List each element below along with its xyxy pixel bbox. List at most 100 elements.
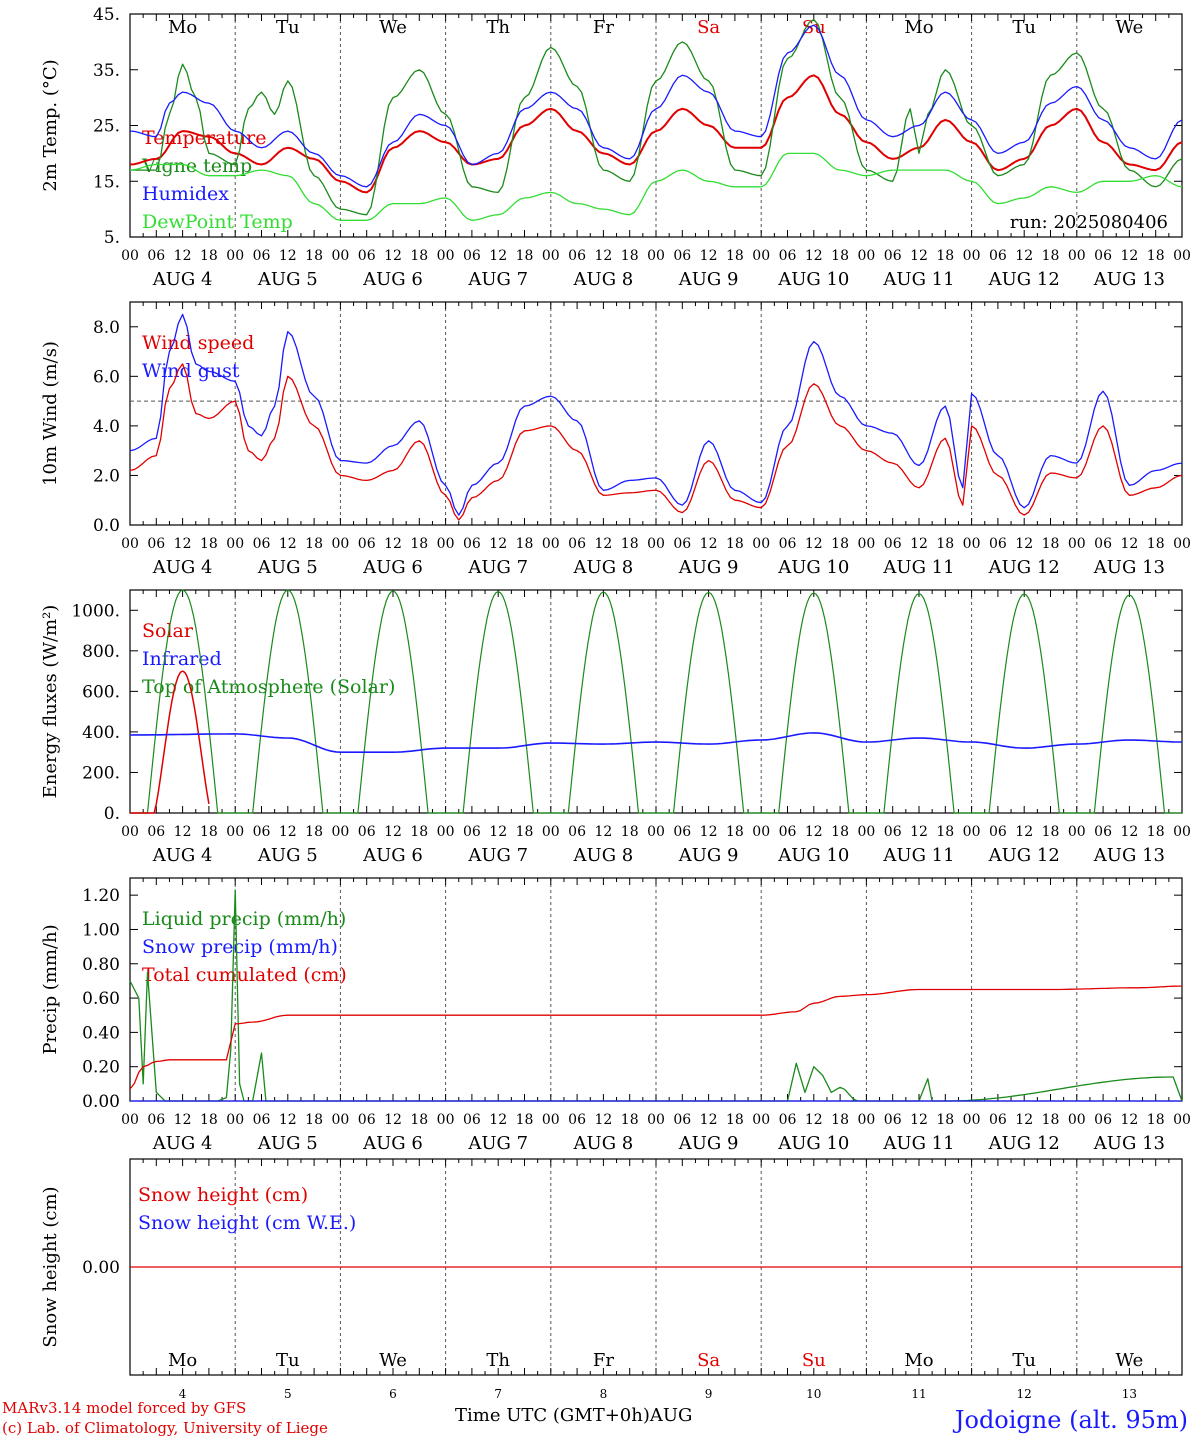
hour-tick-label: 12 (805, 536, 823, 552)
hour-tick-label: 12 (489, 1112, 507, 1128)
weekday-label: Tu (276, 1350, 300, 1371)
date-label: AUG 5 (257, 269, 318, 290)
hour-tick-label: 12 (384, 824, 402, 840)
hour-tick-label: 00 (121, 1112, 139, 1128)
hour-tick-label: 06 (358, 824, 376, 840)
date-label: AUG 9 (678, 845, 739, 866)
hour-tick-label: 18 (1042, 824, 1060, 840)
hour-tick-label: 00 (331, 824, 349, 840)
legend-entry: Snow height (cm W.E.) (138, 1212, 356, 1234)
y-tick-label: 0. (104, 804, 120, 824)
hour-tick-label: 06 (358, 536, 376, 552)
hour-tick-label: 06 (989, 1112, 1007, 1128)
date-label: AUG 5 (257, 1133, 318, 1154)
day-number: 11 (911, 1387, 926, 1401)
hour-tick-label: 12 (279, 1112, 297, 1128)
hour-tick-label: 00 (121, 248, 139, 264)
hour-tick-label: 06 (673, 824, 691, 840)
hour-tick-label: 18 (1147, 248, 1165, 264)
hour-tick-label: 00 (121, 536, 139, 552)
weekday-label: Mo (904, 17, 933, 38)
hour-tick-label: 06 (568, 536, 586, 552)
hour-tick-label: 06 (253, 248, 271, 264)
hour-tick-label: 18 (200, 536, 218, 552)
date-label: AUG 13 (1093, 557, 1165, 578)
date-label: AUG 5 (257, 557, 318, 578)
day-number: 5 (284, 1387, 292, 1401)
hour-tick-label: 00 (437, 1112, 455, 1128)
hour-tick-label: 06 (463, 536, 481, 552)
date-label: AUG 4 (152, 845, 213, 866)
weekday-label: We (1116, 1350, 1144, 1371)
day-number: 4 (179, 1387, 187, 1401)
hour-tick-label: 18 (410, 248, 428, 264)
hour-tick-label: 18 (621, 1112, 639, 1128)
weekday-label: Mo (904, 1350, 933, 1371)
hour-tick-label: 06 (779, 248, 797, 264)
hour-tick-label: 06 (779, 1112, 797, 1128)
hour-tick-label: 12 (910, 536, 928, 552)
date-label: AUG 12 (988, 557, 1060, 578)
hour-tick-label: 12 (279, 536, 297, 552)
hour-tick-label: 12 (489, 536, 507, 552)
series-line (129, 985, 1182, 1090)
date-label: AUG 11 (882, 1133, 954, 1154)
y-tick-label: 25. (93, 117, 120, 137)
y-tick-label: 1000. (71, 601, 120, 621)
hour-tick-label: 06 (147, 1112, 165, 1128)
hour-tick-label: 18 (621, 824, 639, 840)
hour-tick-label: 18 (726, 1112, 744, 1128)
panel-frame (129, 13, 1183, 238)
hour-tick-label: 00 (857, 824, 875, 840)
date-label: AUG 12 (988, 1133, 1060, 1154)
weekday-label: Tu (1012, 1350, 1036, 1371)
hour-tick-label: 06 (1094, 1112, 1112, 1128)
day-number: 8 (600, 1387, 608, 1401)
x-axis-title: Time UTC (GMT+0h)AUG (455, 1405, 693, 1426)
hour-tick-label: 00 (963, 1112, 981, 1128)
date-label: AUG 8 (573, 845, 634, 866)
hour-tick-label: 12 (594, 536, 612, 552)
panel-frame (129, 301, 1183, 526)
y-axis-label: 10m Wind (m/s) (40, 341, 61, 486)
y-axis-label: Precip (mm/h) (40, 924, 61, 1054)
hour-tick-label: 00 (542, 536, 560, 552)
hour-tick-label: 06 (779, 824, 797, 840)
date-label: AUG 9 (678, 269, 739, 290)
hour-tick-label: 12 (174, 536, 192, 552)
hour-tick-label: 06 (1094, 248, 1112, 264)
hour-tick-label: 18 (1147, 536, 1165, 552)
hour-tick-label: 12 (279, 248, 297, 264)
hour-tick-label: 12 (910, 1112, 928, 1128)
hour-tick-label: 18 (621, 248, 639, 264)
y-tick-label: 0.0 (93, 516, 120, 536)
date-label: AUG 10 (777, 269, 849, 290)
hour-tick-label: 18 (516, 1112, 534, 1128)
y-tick-label: 0.40 (82, 1023, 120, 1043)
hour-tick-label: 06 (147, 248, 165, 264)
legend-entry: Snow precip (mm/h) (142, 936, 338, 958)
hour-tick-label: 06 (358, 248, 376, 264)
legend-entry: Top of Atmosphere (Solar) (142, 676, 395, 698)
y-tick-label: 600. (82, 682, 120, 702)
date-label: AUG 11 (882, 557, 954, 578)
hour-tick-label: 18 (410, 824, 428, 840)
y-tick-label: 1.00 (82, 920, 120, 940)
hour-tick-label: 12 (174, 824, 192, 840)
hour-tick-label: 18 (410, 1112, 428, 1128)
hour-tick-label: 18 (1042, 1112, 1060, 1128)
weekday-label: We (379, 1350, 407, 1371)
hour-tick-label: 00 (752, 536, 770, 552)
hour-tick-label: 06 (463, 1112, 481, 1128)
hour-tick-label: 00 (963, 536, 981, 552)
y-tick-label: 2.0 (93, 466, 120, 486)
y-tick-label: 6.0 (93, 367, 120, 387)
legend-entry: Total cumulated (cm) (142, 964, 347, 986)
hour-tick-label: 00 (752, 824, 770, 840)
hour-tick-label: 12 (174, 248, 192, 264)
day-number: 9 (705, 1387, 713, 1401)
date-label: AUG 13 (1093, 845, 1165, 866)
y-tick-label: 4.0 (93, 417, 120, 437)
series-line (129, 152, 1183, 221)
y-tick-label: 400. (82, 723, 120, 743)
